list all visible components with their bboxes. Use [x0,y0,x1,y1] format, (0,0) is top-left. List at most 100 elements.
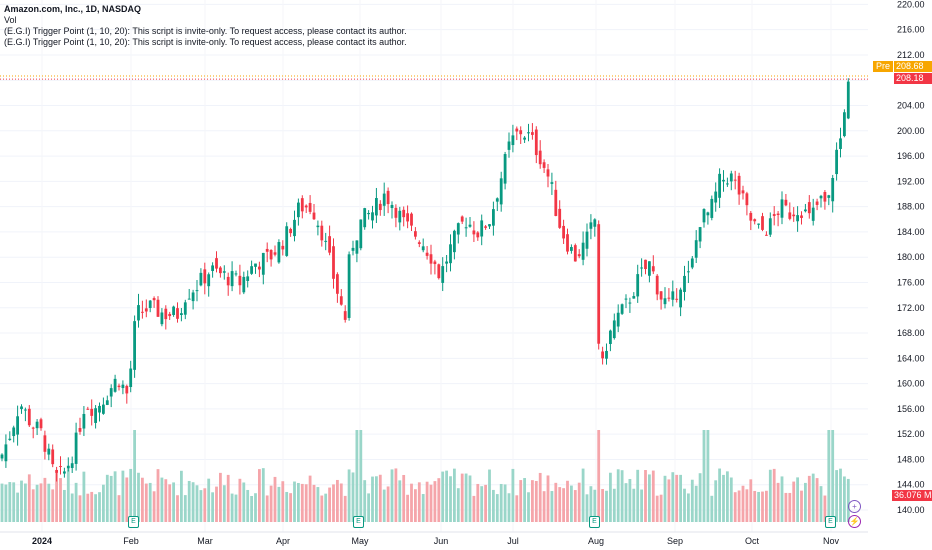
candle-body [827,195,831,198]
indicator-2-label[interactable]: (E.G.I) Trigger Point (1, 10, 20): This … [4,37,407,47]
volume-bar [792,481,796,522]
candle-body [628,302,632,304]
candle-body [573,245,577,262]
indicator-1-label[interactable]: (E.G.I) Trigger Point (1, 10, 20): This … [4,26,407,36]
candle-body [195,290,199,292]
candle-body [437,264,441,279]
candle-body [846,81,850,119]
candle-body [269,249,273,260]
earnings-event-icon[interactable]: E [825,516,836,528]
candle-body [20,406,23,410]
volume-bar [180,470,183,522]
volume-bar [410,483,413,522]
volume-bar [468,475,472,522]
volume-bar [698,473,702,522]
candle-body [453,230,456,253]
volume-bar [601,489,604,522]
candle-body [640,267,643,269]
volume-bar [94,494,97,522]
candle-body [152,298,156,301]
volume-bar [336,479,339,522]
candle-body [823,192,827,202]
candle-body [749,212,753,221]
candle-body [187,298,191,300]
volume-bar [359,430,363,522]
candle-body [39,419,43,429]
volume-bar [27,474,31,522]
candle-body [86,408,90,410]
candle-body [667,297,671,299]
volume-bar [815,478,819,522]
candle-body [207,274,211,287]
volume-bar [733,492,737,522]
volume-bar [312,484,316,522]
candle-body [273,252,277,255]
earnings-event-icon[interactable]: E [589,516,600,528]
volume-bar [488,469,491,522]
volume-bar [300,483,304,522]
candle-body [242,276,246,293]
volume-indicator-label[interactable]: Vol [4,15,17,25]
time-axis[interactable]: 2024 Feb Mar Apr May Jun Jul Aug Sep Oct Nov [0,531,868,546]
symbol-title[interactable]: Amazon.com, Inc., 1D, NASDAQ [4,4,142,14]
volume-bar [659,494,663,522]
volume-bar [421,494,425,522]
candle-body [605,350,608,359]
candle-body [332,246,335,279]
time-tick-label: Nov [823,536,840,546]
candle-body [27,408,31,426]
price-tick-label: 168.00 [897,328,925,338]
volume-bar [417,482,421,522]
earnings-event-icon[interactable]: E [353,516,364,528]
volume-bar [819,486,823,522]
volume-bar [277,486,281,522]
premarket-price-tag: 208.68 [894,61,932,72]
candle-body [788,212,792,219]
volume-bar [242,482,246,522]
candle-body [367,213,370,215]
candle-body [355,240,359,254]
candle-body [43,435,47,452]
volume-bar [620,470,624,522]
candle-body [425,252,429,256]
volume-bar [285,491,289,522]
candle-body [191,292,195,302]
earnings-event-icon[interactable]: E [128,516,139,528]
volume-bar [191,482,195,522]
volume-bar [776,482,780,522]
lightning-event-icon[interactable]: ⚡ [848,515,861,528]
volume-bar [753,490,757,522]
candle-body [698,227,702,242]
volume-bar [51,489,55,522]
candle-body [308,202,312,212]
volume-bar [581,468,585,522]
price-tick-label: 184.00 [897,227,925,237]
price-tick-label: 196.00 [897,151,925,161]
candle-body [234,273,238,275]
price-tick-label: 172.00 [897,303,925,313]
volume-bar [31,489,35,522]
volume-bar [90,491,94,522]
candle-body [31,427,35,429]
volume-bar [550,491,554,522]
add-event-plus-icon[interactable]: + [848,500,861,513]
candle-body [94,408,97,423]
volume-bar [35,484,39,522]
volume-bar [316,487,320,522]
volume-bar [144,483,148,522]
volume-bar [741,485,745,522]
candle-body [523,137,526,140]
price-axis[interactable]: 140.00 144.00 148.00 152.00 156.00 160.00 164.… [897,0,925,515]
volume-bar [195,485,199,522]
candle-body [70,463,74,468]
candle-body [644,259,647,270]
candle-body [765,234,768,236]
volume-bar [675,474,679,522]
volume-bar [573,490,577,522]
volume-bar [503,484,507,522]
time-tick-label: Sep [667,536,683,546]
volume-bar [394,468,398,522]
volume-bar [843,476,846,522]
candle-body [211,265,214,271]
